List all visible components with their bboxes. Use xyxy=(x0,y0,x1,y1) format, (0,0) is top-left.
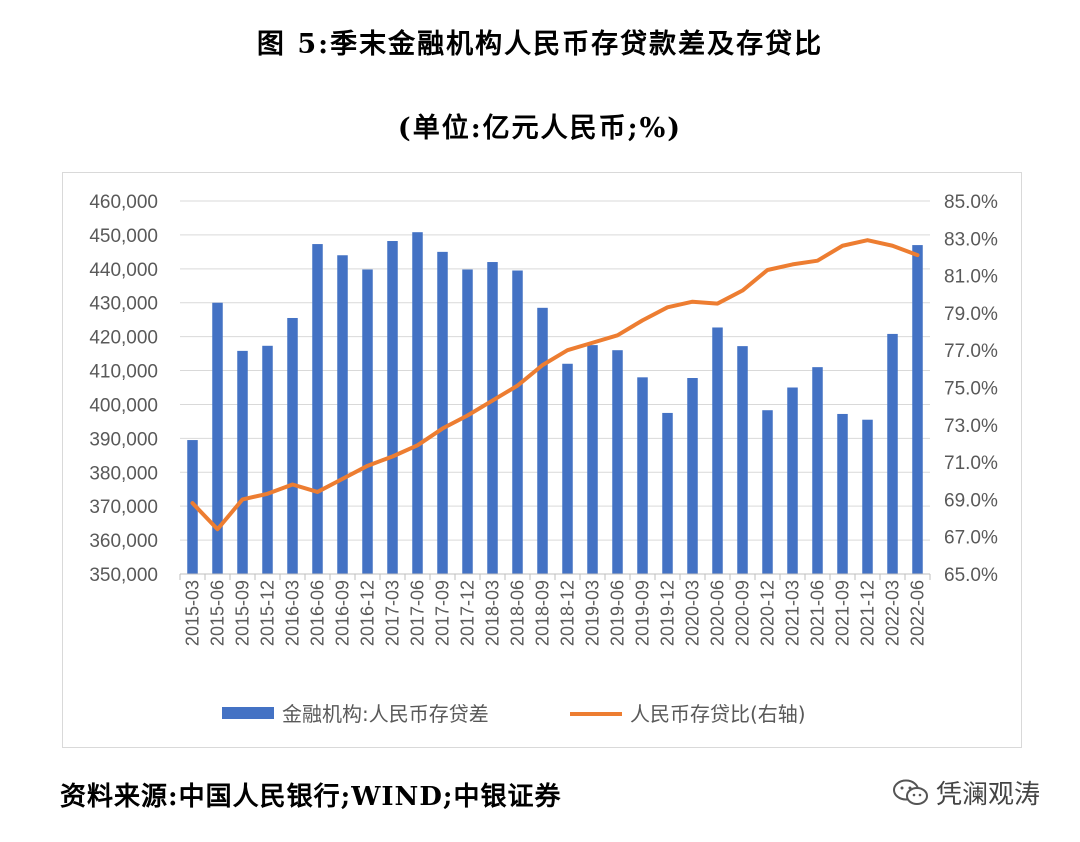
x-tick-label: 2021-06 xyxy=(808,580,828,646)
y-right-tick-label: 67.0% xyxy=(944,528,998,549)
y-left-tick-label: 390,000 xyxy=(89,429,158,450)
y-right-tick-label: 69.0% xyxy=(944,490,998,511)
bar xyxy=(462,269,473,574)
legend-label-line: 人民币存贷比(右轴) xyxy=(630,702,806,726)
bar xyxy=(362,269,373,574)
source-note: 资料来源:中国人民银行;WIND;中银证券 xyxy=(60,782,562,812)
x-tick-label: 2018-09 xyxy=(533,580,553,646)
y-left-tick-label: 420,000 xyxy=(89,328,158,349)
bar xyxy=(537,307,548,574)
x-tick-label: 2022-03 xyxy=(883,580,903,646)
bar xyxy=(262,345,273,574)
y-left-tick-label: 450,000 xyxy=(89,226,158,247)
x-tick-label: 2017-03 xyxy=(383,580,403,646)
x-tick-label: 2015-03 xyxy=(183,580,203,646)
y-left-tick-label: 380,000 xyxy=(89,463,158,484)
y-right-tick-label: 75.0% xyxy=(944,379,998,400)
bar xyxy=(687,378,698,574)
x-tick-label: 2019-03 xyxy=(583,580,603,646)
y-left-tick-label: 430,000 xyxy=(89,294,158,315)
bar xyxy=(437,251,448,574)
y-left-tick-label: 350,000 xyxy=(89,565,158,586)
y-left-tick-label: 460,000 xyxy=(89,192,158,213)
bar xyxy=(837,413,848,574)
bar xyxy=(237,350,248,574)
bar xyxy=(862,419,873,574)
x-tick-label: 2018-12 xyxy=(558,580,578,646)
y-right-tick-label: 85.0% xyxy=(944,192,998,213)
y-left-tick-label: 400,000 xyxy=(89,395,158,416)
y-right-tick-label: 71.0% xyxy=(944,453,998,474)
watermark-text: 凭澜观涛 xyxy=(936,780,1041,810)
bar xyxy=(812,367,823,574)
legend-swatch-bar xyxy=(222,707,274,719)
x-tick-label: 2016-03 xyxy=(283,580,303,646)
bar xyxy=(587,345,598,574)
bar xyxy=(187,440,198,574)
bar xyxy=(412,232,423,575)
x-tick-label: 2015-12 xyxy=(258,580,278,646)
wechat-icon xyxy=(892,778,930,808)
bar xyxy=(737,346,748,574)
bar xyxy=(312,244,323,574)
bar xyxy=(662,412,673,574)
x-tick-label: 2016-06 xyxy=(308,580,328,646)
x-tick-label: 2015-06 xyxy=(208,580,228,646)
chart-title: 图 5:季末金融机构人民币存贷款差及存贷比 xyxy=(256,29,824,60)
bar xyxy=(762,410,773,574)
x-tick-label: 2017-06 xyxy=(408,580,428,646)
series-line-deposit-loan-ratio xyxy=(190,238,920,532)
bar xyxy=(562,363,573,574)
x-tick-label: 2016-09 xyxy=(333,580,353,646)
bar xyxy=(712,327,723,574)
x-tick-label: 2017-12 xyxy=(458,580,478,646)
chart-subtitle: (单位:亿元人民币;%) xyxy=(397,113,683,144)
bar xyxy=(387,241,398,574)
y-right-tick-label: 81.0% xyxy=(944,267,998,288)
x-tick-label: 2019-06 xyxy=(608,580,628,646)
y-right-tick-label: 73.0% xyxy=(944,416,998,437)
bar xyxy=(287,317,298,574)
x-tick-label: 2015-09 xyxy=(233,580,253,646)
x-tick-label: 2021-03 xyxy=(783,580,803,646)
y-right-tick-label: 79.0% xyxy=(944,304,998,325)
bar xyxy=(512,270,523,574)
x-tick-label: 2019-09 xyxy=(633,580,653,646)
y-left-tick-label: 410,000 xyxy=(89,362,158,383)
bar xyxy=(912,245,923,574)
chart-frame xyxy=(62,172,1022,748)
y-right-tick-label: 77.0% xyxy=(944,341,998,362)
bar xyxy=(887,333,898,574)
legend-label-bar: 金融机构:人民币存贷差 xyxy=(282,702,489,726)
bar xyxy=(787,387,798,574)
x-tick-label: 2018-06 xyxy=(508,580,528,646)
bar xyxy=(612,350,623,574)
bar xyxy=(212,302,223,574)
x-tick-label: 2020-06 xyxy=(708,580,728,646)
y-right-tick-label: 83.0% xyxy=(944,229,998,250)
y-right-tick-label: 65.0% xyxy=(944,565,998,586)
x-tick-label: 2020-03 xyxy=(683,580,703,646)
x-tick-label: 2022-06 xyxy=(908,580,928,646)
watermark: 凭澜观涛 xyxy=(892,774,1040,811)
x-tick-label: 2021-09 xyxy=(833,580,853,646)
x-tick-label: 2016-12 xyxy=(358,580,378,646)
x-tick-label: 2021-12 xyxy=(858,580,878,646)
x-tick-label: 2020-12 xyxy=(758,580,778,646)
x-tick-label: 2018-03 xyxy=(483,580,503,646)
y-left-tick-label: 440,000 xyxy=(89,260,158,281)
y-left-tick-label: 370,000 xyxy=(89,497,158,518)
x-tick-label: 2020-09 xyxy=(733,580,753,646)
bar xyxy=(637,377,648,574)
x-tick-label: 2017-09 xyxy=(433,580,453,646)
bar xyxy=(487,262,498,574)
y-left-tick-label: 360,000 xyxy=(89,531,158,552)
x-tick-label: 2019-12 xyxy=(658,580,678,646)
bar xyxy=(337,255,348,574)
